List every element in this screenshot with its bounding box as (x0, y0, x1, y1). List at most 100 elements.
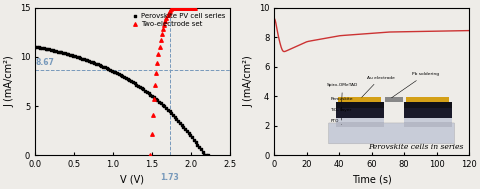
Two-electrode set (156, 38, 164, 41)
Perovskite PV cell series (71, 55, 79, 58)
Two-electrode set (150, 98, 157, 101)
Perovskite PV cell series (137, 87, 145, 90)
Perovskite PV cell series (96, 64, 103, 67)
Perovskite PV cell series (108, 69, 116, 72)
Two-electrode set (157, 33, 165, 36)
Perovskite PV cell series (99, 65, 107, 68)
Perovskite PV cell series (200, 153, 208, 156)
Text: 8.67: 8.67 (35, 58, 54, 67)
Perovskite PV cell series (184, 131, 192, 134)
Perovskite PV cell series (54, 50, 61, 53)
Two-electrode set (167, 8, 174, 11)
Perovskite PV cell series (202, 154, 210, 157)
Perovskite PV cell series (70, 54, 77, 57)
Two-electrode set (166, 9, 173, 12)
Perovskite PV cell series (127, 80, 135, 83)
Perovskite PV cell series (204, 154, 211, 157)
Perovskite PV cell series (132, 83, 140, 86)
Perovskite PV cell series (89, 61, 96, 64)
Perovskite PV cell series (36, 46, 44, 49)
Perovskite PV cell series (136, 85, 144, 88)
Two-electrode set (147, 132, 155, 135)
Perovskite PV cell series (66, 53, 74, 56)
Perovskite PV cell series (178, 123, 185, 126)
Perovskite PV cell series (64, 53, 72, 56)
Perovskite PV cell series (172, 117, 180, 120)
Perovskite PV cell series (141, 89, 149, 92)
Perovskite PV cell series (78, 57, 86, 60)
Perovskite PV cell series (33, 45, 41, 48)
Perovskite PV cell series (195, 146, 203, 149)
Perovskite PV cell series (155, 100, 163, 103)
Two-electrode set (184, 6, 192, 9)
Two-electrode set (186, 6, 194, 9)
Perovskite PV cell series (52, 50, 60, 53)
Perovskite PV cell series (115, 73, 122, 76)
Legend: Perovskite PV cell series, Two-electrode set: Perovskite PV cell series, Two-electrode… (130, 11, 226, 28)
Text: 1.73: 1.73 (160, 173, 179, 182)
Two-electrode set (162, 16, 170, 19)
Two-electrode set (148, 114, 156, 117)
Perovskite PV cell series (129, 81, 136, 84)
Perovskite PV cell series (40, 47, 48, 50)
Perovskite PV cell series (43, 48, 51, 51)
Two-electrode set (189, 6, 196, 9)
Perovskite PV cell series (94, 63, 102, 66)
Perovskite PV cell series (179, 125, 187, 128)
Two-electrode set (160, 23, 168, 26)
Two-electrode set (187, 6, 195, 9)
Perovskite PV cell series (198, 151, 206, 154)
Two-electrode set (176, 6, 183, 9)
Y-axis label: J (mA/cm²): J (mA/cm²) (4, 56, 14, 107)
Perovskite PV cell series (68, 54, 75, 57)
Perovskite PV cell series (56, 50, 63, 53)
Perovskite PV cell series (164, 108, 171, 111)
Perovskite PV cell series (134, 84, 142, 87)
Two-electrode set (181, 6, 189, 9)
Perovskite PV cell series (150, 96, 157, 99)
Perovskite PV cell series (73, 55, 81, 58)
Perovskite PV cell series (165, 110, 173, 113)
Two-electrode set (190, 6, 197, 9)
Perovskite PV cell series (85, 60, 93, 63)
Two-electrode set (154, 53, 162, 56)
Perovskite PV cell series (109, 70, 117, 73)
Perovskite PV cell series (61, 52, 69, 55)
Perovskite PV cell series (123, 78, 131, 81)
Two-electrode set (151, 84, 158, 87)
Perovskite PV cell series (151, 97, 159, 100)
Perovskite PV cell series (104, 67, 112, 70)
Perovskite PV cell series (82, 58, 89, 61)
Perovskite PV cell series (92, 62, 100, 65)
Y-axis label: J (mA/cm²): J (mA/cm²) (243, 56, 253, 107)
Perovskite PV cell series (181, 127, 189, 130)
Two-electrode set (170, 6, 178, 9)
Perovskite PV cell series (144, 92, 152, 95)
Perovskite PV cell series (35, 46, 42, 49)
Two-electrode set (161, 20, 169, 23)
Perovskite PV cell series (47, 48, 55, 51)
Perovskite PV cell series (148, 94, 156, 98)
Two-electrode set (174, 6, 181, 9)
Perovskite PV cell series (183, 129, 191, 132)
Two-electrode set (172, 6, 180, 9)
Two-electrode set (169, 6, 177, 9)
Perovskite PV cell series (103, 67, 110, 70)
Perovskite PV cell series (57, 51, 65, 54)
Perovskite PV cell series (170, 115, 178, 118)
Perovskite PV cell series (160, 105, 168, 108)
Perovskite PV cell series (190, 138, 197, 141)
Perovskite PV cell series (186, 134, 194, 137)
Perovskite PV cell series (153, 99, 161, 102)
Two-electrode set (180, 6, 188, 9)
X-axis label: Time (s): Time (s) (351, 175, 391, 185)
Perovskite PV cell series (80, 58, 88, 61)
Perovskite PV cell series (156, 102, 164, 105)
Text: Perovskite cells in series: Perovskite cells in series (367, 143, 462, 151)
Perovskite PV cell series (62, 52, 70, 55)
Perovskite PV cell series (146, 93, 154, 96)
Perovskite PV cell series (59, 51, 67, 54)
Two-electrode set (153, 62, 161, 65)
Perovskite PV cell series (97, 64, 105, 67)
Perovskite PV cell series (167, 112, 175, 115)
